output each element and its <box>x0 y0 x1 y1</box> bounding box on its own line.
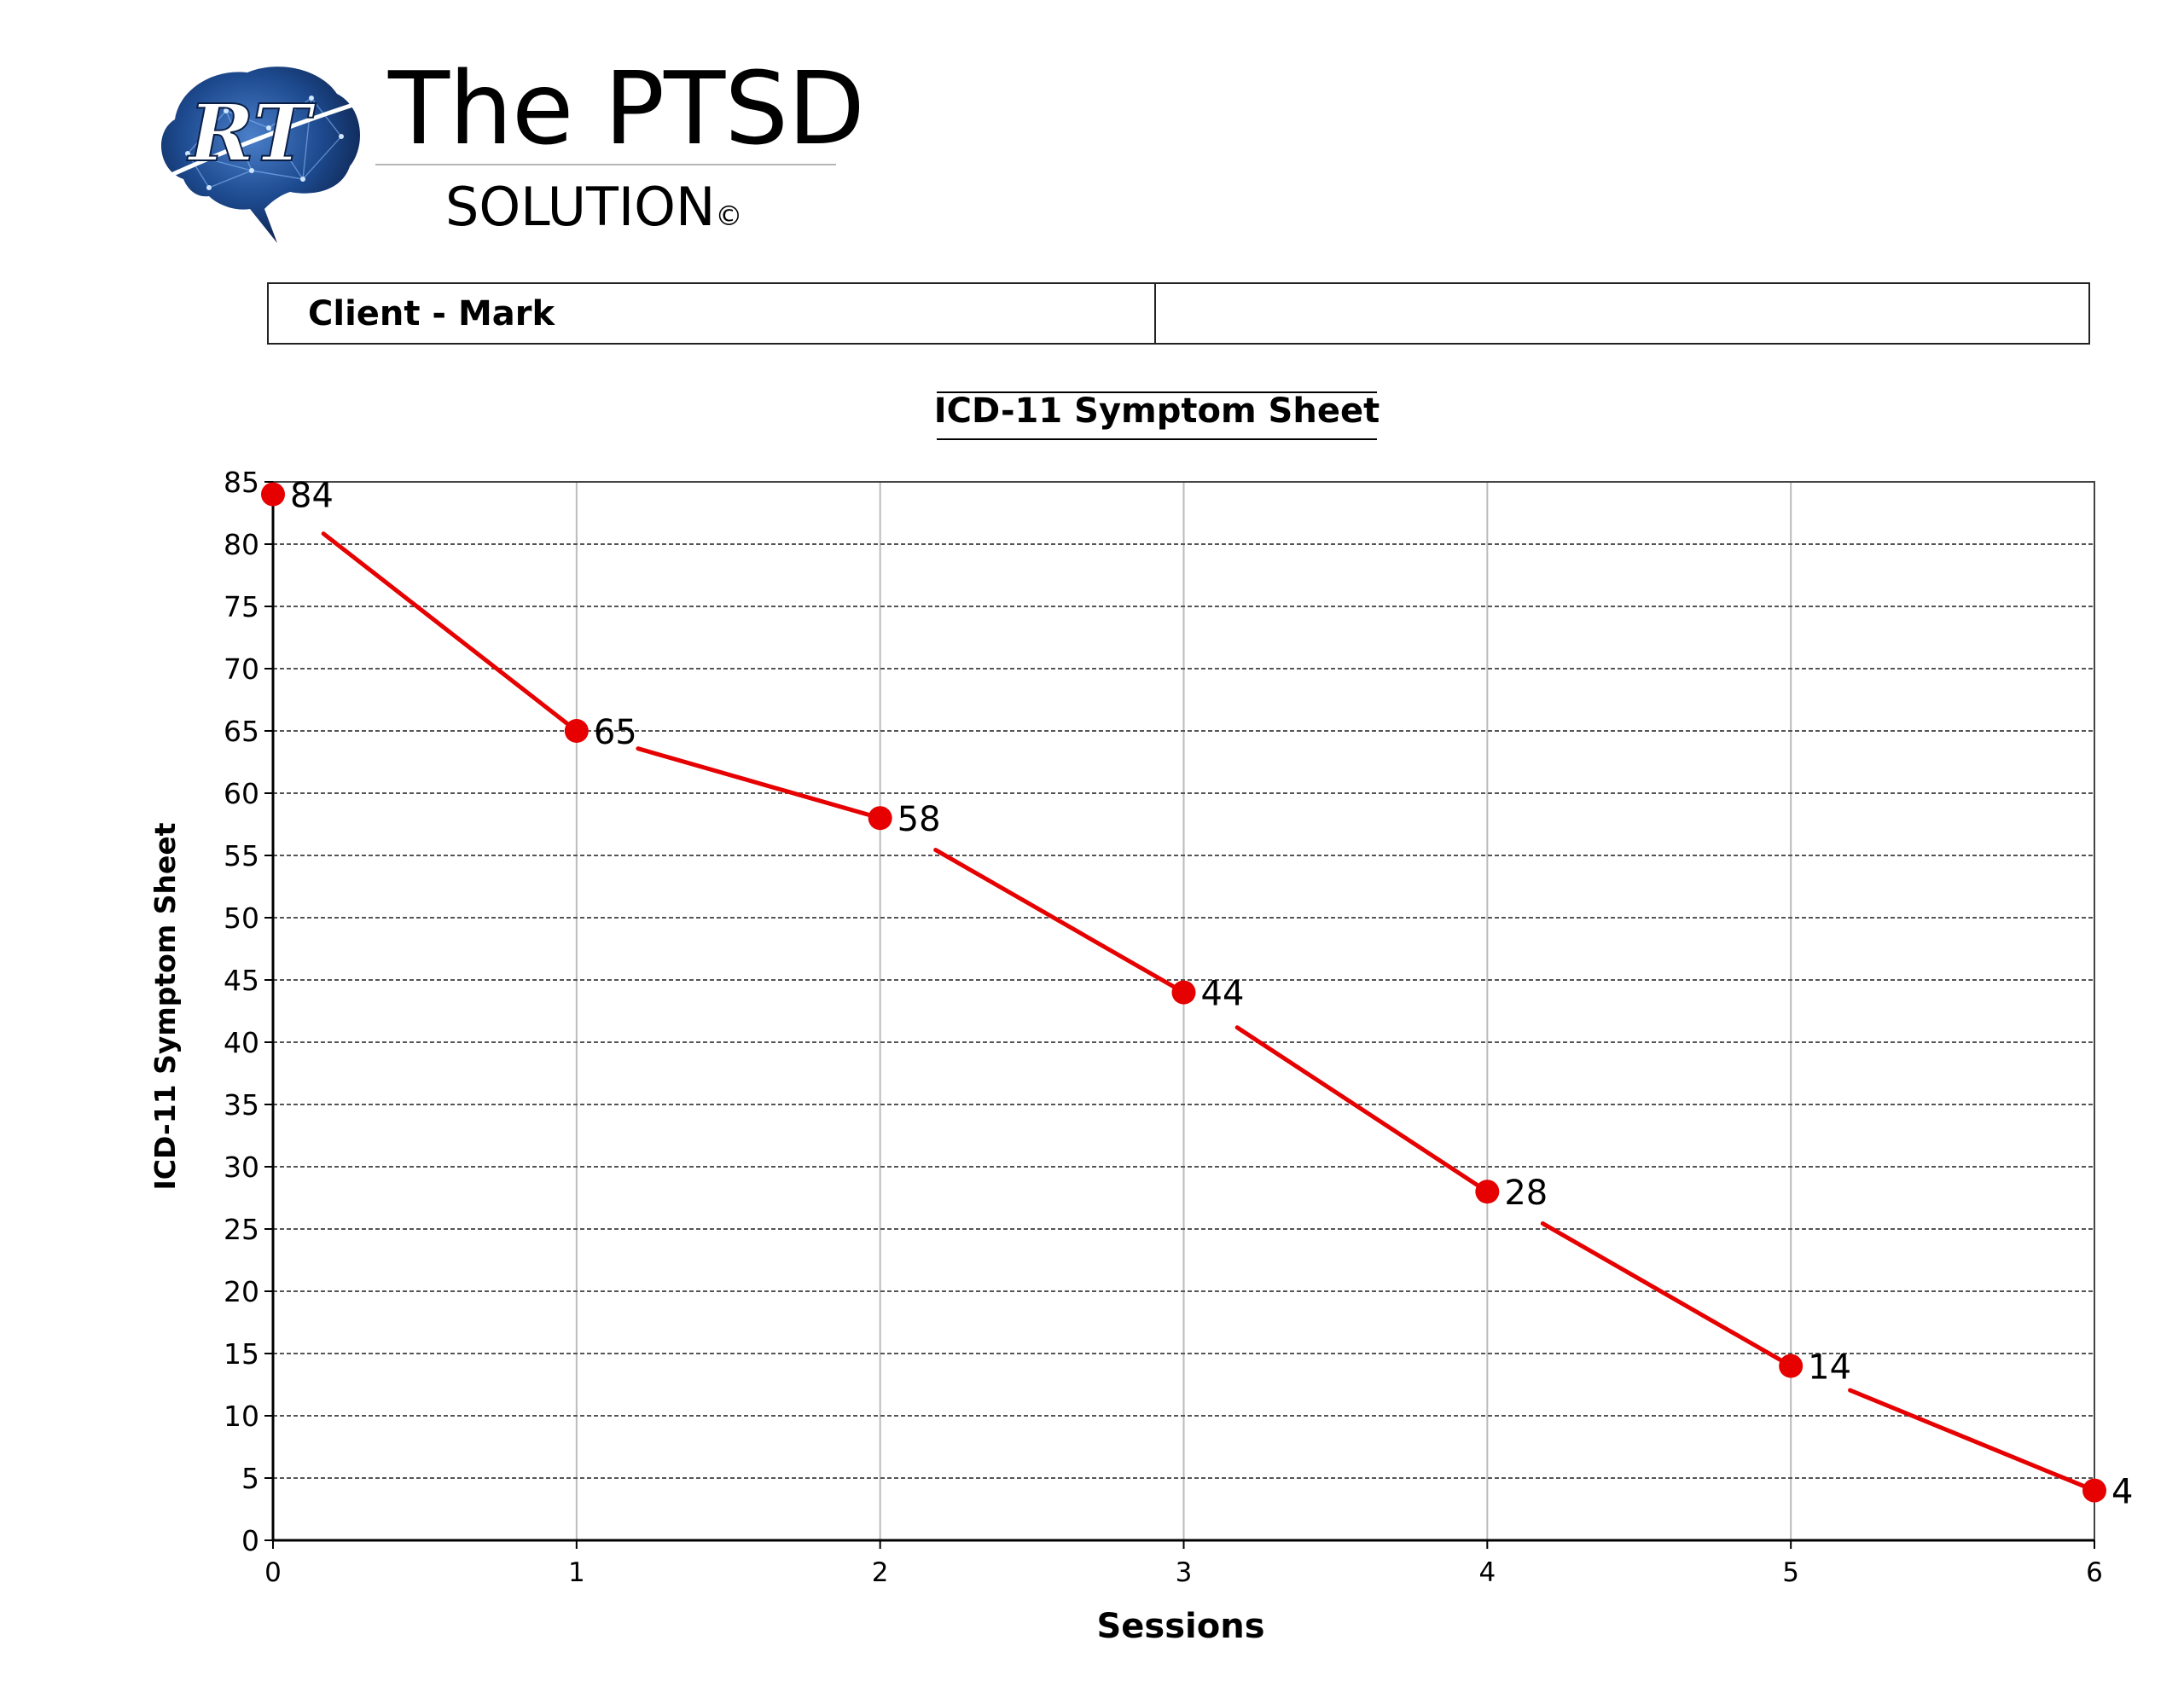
client-name-label: Client - Mark <box>308 294 555 333</box>
series-layer: 84 65 58 44 28 14 4 <box>261 477 2133 1512</box>
data-point-0 <box>261 482 285 507</box>
x-tick-label-6: 6 <box>2086 1557 2103 1588</box>
data-point-3 <box>1171 980 1196 1005</box>
series-segment-0 <box>321 531 579 733</box>
y-tick-label-70: 70 <box>224 652 259 686</box>
data-label-4: 28 <box>1504 1174 1548 1213</box>
series-segment-1 <box>636 746 883 820</box>
y-tick-label-30: 30 <box>224 1151 259 1184</box>
y-tick-label-65: 65 <box>224 715 259 748</box>
brand-title: The PTSD <box>388 49 865 167</box>
data-point-2 <box>868 806 892 831</box>
y-tick-label-85: 85 <box>224 466 259 499</box>
axis-layer <box>264 481 2095 1549</box>
y-tick-label-45: 45 <box>224 964 259 997</box>
chart-title-group: ICD-11 Symptom Sheet <box>934 391 1380 440</box>
y-tick-label-15: 15 <box>224 1337 259 1371</box>
data-point-4 <box>1475 1180 1500 1204</box>
brand-subtitle: SOLUTION© <box>445 173 742 250</box>
y-tick-label-40: 40 <box>224 1026 259 1059</box>
x-tick-label-0: 0 <box>264 1557 282 1588</box>
chart-title: ICD-11 Symptom Sheet <box>934 391 1380 431</box>
x-tick-label-1: 1 <box>568 1557 585 1588</box>
logo-initials: RT <box>186 87 317 179</box>
x-tick-label-4: 4 <box>1478 1557 1496 1588</box>
data-label-5: 14 <box>1808 1348 1851 1388</box>
data-label-2: 58 <box>897 800 941 839</box>
y-tick-label-75: 75 <box>224 590 259 623</box>
y-axis-title: ICD-11 Symptom Sheet <box>148 822 182 1190</box>
data-label-0: 84 <box>290 477 334 516</box>
y-tick-label-0: 0 <box>241 1524 259 1557</box>
x-tick-label-2: 2 <box>872 1557 889 1588</box>
rt-brain-logo: RT <box>160 67 362 243</box>
brain-nodes-icon <box>185 96 344 190</box>
y-tick-label-50: 50 <box>224 901 259 935</box>
data-point-5 <box>1779 1354 1804 1378</box>
copyright-mark: © <box>715 200 743 232</box>
y-tick-label-60: 60 <box>224 777 259 810</box>
data-label-6: 4 <box>2111 1473 2133 1512</box>
x-tick-label-3: 3 <box>1176 1557 1193 1588</box>
x-axis-title: Sessions <box>1096 1607 1264 1646</box>
brand-subtitle-text: SOLUTION <box>445 176 716 238</box>
series-segment-4 <box>1540 1221 1793 1369</box>
series-segment-3 <box>1234 1025 1490 1194</box>
x-tick-label-5: 5 <box>1782 1557 1799 1588</box>
swoosh-icon <box>160 100 362 182</box>
brand-divider <box>375 164 836 165</box>
y-tick-label-20: 20 <box>224 1275 259 1308</box>
y-tick-label-80: 80 <box>224 528 259 561</box>
data-label-3: 44 <box>1201 975 1245 1014</box>
series-segment-2 <box>933 848 1186 995</box>
data-point-6 <box>2082 1478 2106 1503</box>
y-tick-label-55: 55 <box>224 839 259 872</box>
y-tick-label-35: 35 <box>224 1088 259 1122</box>
data-point-1 <box>564 719 589 743</box>
data-label-1: 65 <box>594 713 637 752</box>
client-box-divider <box>1154 284 1156 343</box>
y-tick-label-10: 10 <box>224 1400 259 1433</box>
client-info-box: Client - Mark <box>267 282 2090 345</box>
series-segment-5 <box>1848 1388 2097 1493</box>
y-tick-label-5: 5 <box>241 1462 259 1495</box>
y-tick-label-25: 25 <box>224 1213 259 1246</box>
